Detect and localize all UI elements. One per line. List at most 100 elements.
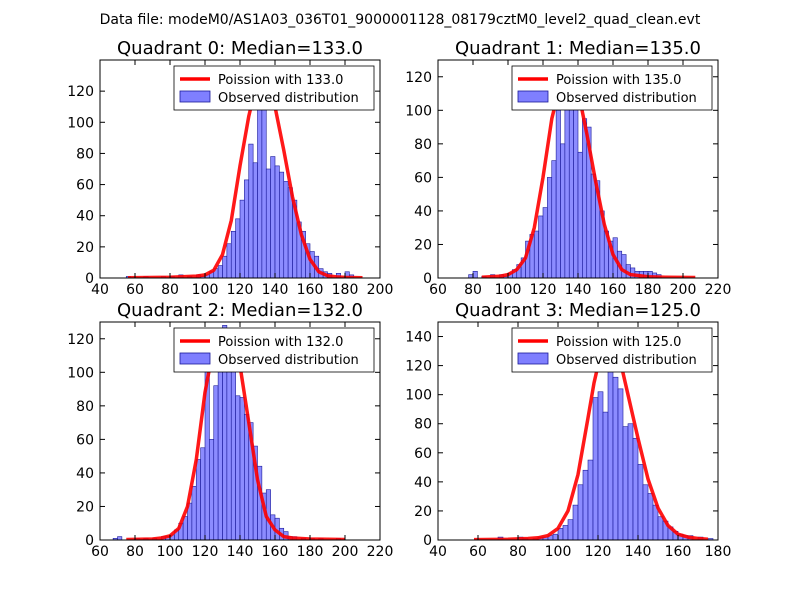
legend-box [511, 327, 713, 373]
histogram-bar [195, 459, 201, 540]
histogram-bar [572, 504, 579, 540]
histogram-bar [552, 533, 559, 540]
histogram-bar [592, 397, 599, 540]
histogram-bar [235, 395, 241, 540]
x-tick-label: 200 [670, 282, 697, 298]
y-tick-label: 40 [414, 475, 432, 491]
histogram-bar [621, 254, 627, 278]
legend-hist-swatch [179, 90, 211, 103]
histogram-bar [252, 162, 258, 278]
y-tick-label: 0 [423, 271, 432, 287]
histogram-bar [222, 255, 228, 278]
quadrant-1-panel: 60 80 100 120 140 160 180 200 220 0 20 40 60 80 100 120… [405, 38, 731, 298]
histogram-bar [261, 90, 267, 278]
x-tick-label: 160 [262, 544, 289, 560]
histogram-bar [551, 160, 557, 278]
y-tick-label: 140 [405, 330, 432, 346]
x-tick-label: 140 [625, 544, 652, 560]
histogram-bars [125, 90, 355, 278]
y-tick-label: 100 [67, 365, 94, 381]
histogram-bar [230, 345, 236, 540]
histogram-bar [547, 177, 553, 278]
legend-hist-swatch [517, 90, 549, 103]
histogram-bar [607, 368, 614, 540]
y-tick-label: 120 [405, 359, 432, 375]
y-tick-label: 80 [414, 137, 432, 153]
y-tick-label: 80 [76, 146, 94, 162]
histogram-bar [244, 179, 250, 278]
histogram-bar [577, 484, 584, 540]
histogram-bar [542, 207, 548, 278]
legend-hist-label: Observed distribution [218, 91, 359, 106]
x-tick-label: 80 [126, 544, 144, 560]
histogram-bar [612, 376, 619, 540]
histogram-bar [637, 464, 644, 540]
x-tick-label: 80 [509, 544, 527, 560]
legend: Poission with 125.0 Observed distribution [511, 327, 713, 373]
y-tick-label: 120 [67, 84, 94, 100]
quadrant-2-panel: 60 80 100 120 140 160 180 200 220 0 20 40 60 80 100 120… [67, 300, 393, 560]
histogram-bar [562, 525, 569, 540]
x-tick-label: 160 [665, 544, 692, 560]
legend: Poission with 135.0 Observed distribution [511, 65, 713, 111]
x-tick-label: 100 [192, 282, 219, 298]
histogram-bar [248, 143, 254, 278]
y-tick-label: 20 [414, 504, 432, 520]
y-tick-label: 60 [76, 178, 94, 194]
x-tick-label: 120 [585, 544, 612, 560]
histogram-bar [230, 230, 236, 278]
y-tick-label: 40 [414, 204, 432, 220]
y-tick-label: 80 [76, 399, 94, 415]
quadrant-0-panel: 40 60 80 100 120 140 160 180 200 0 20 40 60 80 100 120 Q… [67, 38, 393, 298]
x-tick-label: 200 [367, 282, 394, 298]
y-tick-label: 80 [414, 417, 432, 433]
legend-box [511, 65, 713, 111]
x-tick-label: 140 [262, 282, 289, 298]
histogram-bar [217, 265, 223, 278]
histogram-bar [239, 199, 245, 278]
histogram-bar [597, 391, 604, 540]
histogram-bar [274, 165, 280, 278]
legend-hist-label: Observed distribution [556, 91, 697, 106]
subplot-title: Quadrant 3: Median=125.0 [455, 300, 701, 321]
legend: Poission with 133.0 Observed distribution [173, 65, 375, 111]
x-tick-label: 80 [464, 282, 482, 298]
histogram-bar [587, 459, 594, 540]
x-tick-label: 100 [495, 282, 522, 298]
legend-hist-swatch [517, 352, 549, 365]
x-tick-label: 200 [332, 544, 359, 560]
y-tick-label: 60 [414, 170, 432, 186]
x-tick-label: 40 [91, 282, 109, 298]
histogram-bar [191, 486, 197, 540]
y-tick-label: 60 [414, 446, 432, 462]
legend-poisson-label: Poission with 135.0 [556, 73, 681, 88]
y-tick-label: 20 [76, 240, 94, 256]
histogram-bar [647, 493, 654, 540]
legend-hist-label: Observed distribution [556, 353, 697, 368]
histogram-bar [564, 106, 570, 278]
x-tick-label: 180 [332, 282, 359, 298]
y-tick-label: 100 [405, 103, 432, 119]
x-tick-label: 140 [565, 282, 592, 298]
legend-box [173, 65, 375, 111]
histogram-bar [200, 447, 206, 540]
x-tick-label: 220 [367, 544, 394, 560]
histogram-bar [226, 365, 232, 540]
legend-poisson-label: Poission with 133.0 [218, 73, 343, 88]
x-tick-label: 120 [530, 282, 557, 298]
y-tick-label: 60 [76, 432, 94, 448]
histogram-bar [213, 385, 219, 540]
subplot-title: Quadrant 0: Median=133.0 [117, 38, 363, 59]
y-tick-label: 0 [85, 533, 94, 549]
x-tick-label: 160 [297, 282, 324, 298]
x-tick-label: 40 [429, 544, 447, 560]
y-tick-label: 0 [423, 533, 432, 549]
legend-hist-swatch [179, 352, 211, 365]
y-tick-label: 120 [405, 70, 432, 86]
histogram-bar [617, 388, 624, 540]
x-tick-label: 100 [157, 544, 184, 560]
x-tick-label: 120 [192, 544, 219, 560]
y-tick-label: 40 [76, 209, 94, 225]
histogram-bar [244, 413, 250, 540]
histogram-bar [117, 536, 123, 540]
